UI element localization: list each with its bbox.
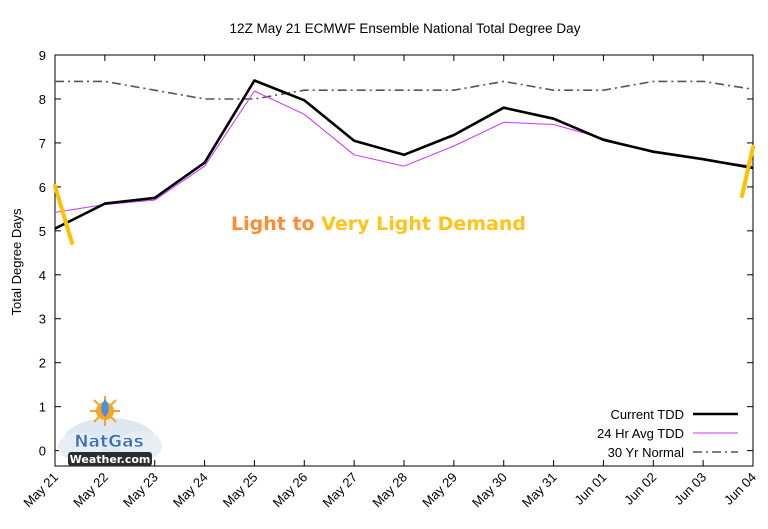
- x-tick-label: May 28: [369, 470, 410, 511]
- annotation-part-2: Very Light Demand: [321, 213, 526, 235]
- x-tick-label: May 24: [170, 470, 211, 511]
- x-tick-label: May 25: [220, 470, 261, 511]
- x-tick-label: Jun 04: [721, 470, 759, 508]
- sun-flame-icon: [90, 396, 120, 426]
- legend-label: 30 Yr Normal: [608, 445, 684, 460]
- legend: Current TDD 24 Hr Avg TDD 30 Yr Normal: [597, 407, 738, 460]
- y-tick-label: 5: [39, 224, 46, 239]
- y-tick-label: 8: [39, 92, 46, 107]
- series-group: [54, 79, 754, 230]
- x-tick-label: May 23: [120, 470, 161, 511]
- endpoint-markers: [53, 145, 755, 245]
- y-tick-label: 1: [39, 400, 46, 415]
- annotation-part-1: Light to: [231, 213, 315, 235]
- x-tick-label: Jun 02: [621, 470, 659, 508]
- start-marker: [53, 184, 74, 245]
- x-tick-label: May 30: [469, 470, 510, 511]
- logo-natgas: NatGas: [74, 432, 143, 452]
- y-tick-label: 2: [39, 356, 46, 371]
- x-tick-label: May 21: [20, 470, 61, 511]
- legend-label: 24 Hr Avg TDD: [597, 426, 684, 441]
- end-marker: [740, 145, 755, 198]
- x-tick-label: May 26: [270, 470, 311, 511]
- plot-frame: [54, 54, 754, 467]
- x-tick-label: May 31: [519, 470, 560, 511]
- series-line-30-yr-normal: [55, 80, 754, 100]
- series-line-current-tdd: [54, 79, 754, 230]
- y-axis-label: Total Degree Days: [9, 208, 24, 315]
- x-tick-label: Jun 03: [671, 470, 709, 508]
- x-tick-label: Jun 01: [571, 470, 609, 508]
- chart-title: 12Z May 21 ECMWF Ensemble National Total…: [230, 21, 581, 36]
- y-tick-label: 0: [39, 444, 46, 459]
- logo-weather: Weather.com: [70, 453, 151, 466]
- x-tick-label: May 29: [419, 470, 460, 511]
- demand-annotation: Light to Very Light Demand: [231, 213, 526, 235]
- legend-label: Current TDD: [611, 407, 684, 422]
- x-tick-label: May 27: [320, 470, 361, 511]
- x-tick-label: May 22: [70, 470, 111, 511]
- y-axis: 0 1 2 3 4 5 6 7 8 9: [39, 48, 753, 459]
- y-tick-label: 4: [39, 268, 46, 283]
- y-tick-label: 3: [39, 312, 46, 327]
- y-tick-label: 7: [39, 136, 46, 151]
- y-tick-label: 9: [39, 48, 46, 63]
- natgas-logo: NatGas Weather.com: [58, 396, 162, 466]
- logo-banner: [68, 452, 152, 466]
- y-tick-label: 6: [39, 180, 46, 195]
